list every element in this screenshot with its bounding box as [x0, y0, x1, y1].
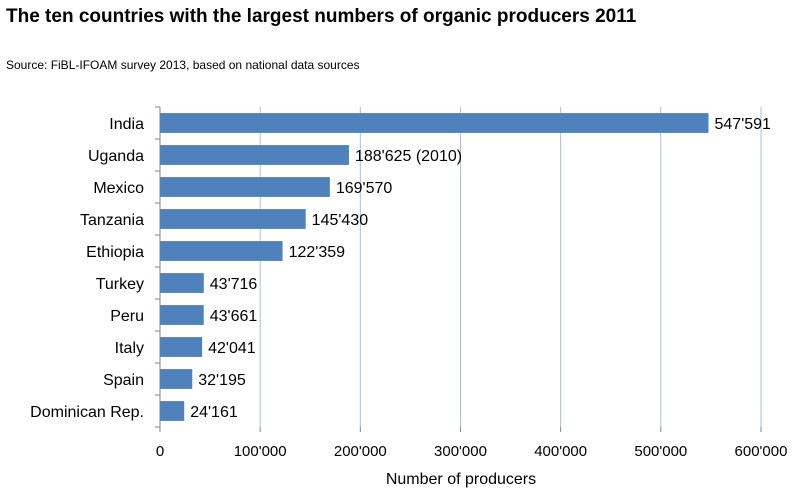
bar-7 [160, 337, 203, 357]
category-label-1: Uganda [88, 148, 144, 165]
data-label-8: 32'195 [198, 372, 246, 389]
category-label-7: Italy [115, 340, 144, 357]
data-label-3: 145'430 [312, 212, 369, 229]
category-label-4: Ethiopia [86, 244, 144, 261]
chart-title: The ten countries with the largest numbe… [6, 6, 637, 27]
bar-9 [160, 401, 185, 421]
bar-3 [160, 209, 306, 229]
x-tick-label-4: 400'000 [534, 443, 587, 460]
bar-0 [160, 113, 709, 133]
x-tick-label-0: 0 [156, 443, 164, 460]
chart-subtitle: Source: FiBL-IFOAM survey 2013, based on… [6, 58, 360, 72]
data-label-0: 547'591 [715, 116, 772, 133]
data-label-5: 43'716 [210, 276, 258, 293]
bar-5 [160, 273, 204, 293]
bar-8 [160, 369, 193, 389]
x-tick-label-1: 100'000 [234, 443, 287, 460]
data-label-6: 43'661 [210, 308, 258, 325]
category-label-0: India [109, 116, 144, 133]
bar-4 [160, 241, 283, 261]
category-label-8: Spain [103, 372, 144, 389]
data-label-9: 24'161 [190, 404, 238, 421]
data-label-7: 42'041 [208, 340, 256, 357]
bar-2 [160, 177, 330, 197]
data-label-4: 122'359 [289, 244, 346, 261]
x-tick-label-3: 300'000 [434, 443, 487, 460]
x-tick-label-6: 600'000 [735, 443, 788, 460]
category-label-2: Mexico [93, 180, 144, 197]
data-label-1: 188'625 (2010) [355, 148, 462, 165]
x-tick-label-5: 500'000 [634, 443, 687, 460]
x-axis-title: Number of producers [386, 471, 536, 488]
category-label-9: Dominican Rep. [30, 404, 144, 421]
x-tick-label-2: 200'000 [334, 443, 387, 460]
category-label-6: Peru [110, 308, 144, 325]
bar-1 [160, 145, 349, 165]
bar-6 [160, 305, 204, 325]
data-label-2: 169'570 [336, 180, 393, 197]
category-label-5: Turkey [96, 276, 144, 293]
category-label-3: Tanzania [80, 212, 144, 229]
